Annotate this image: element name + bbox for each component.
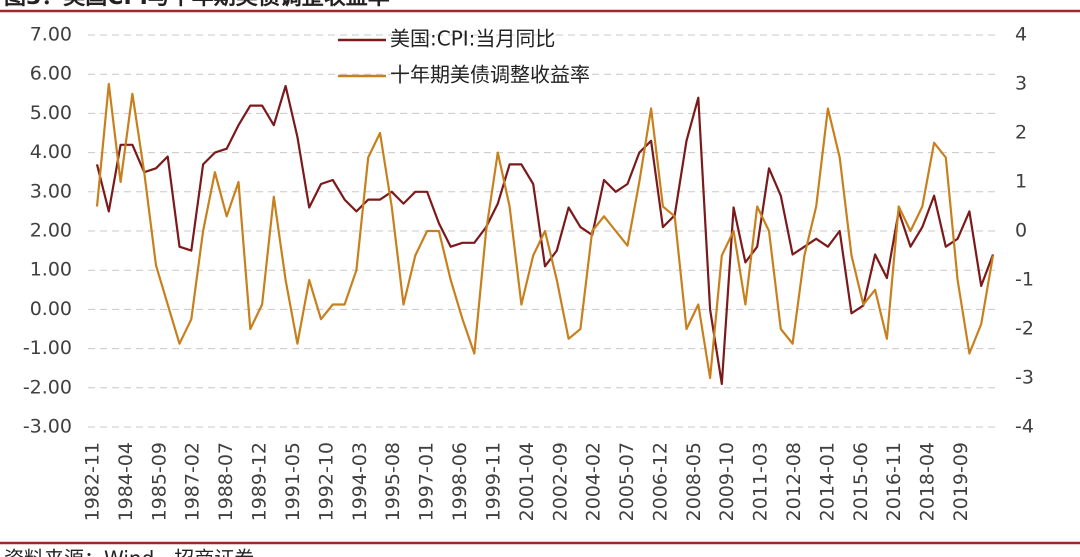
chart-title: 图3：美国CPI与十年期美债调整收益率 — [4, 0, 390, 10]
data-line — [95, 82, 995, 380]
x-tick-label: 1992-10 — [315, 442, 337, 521]
x-tick-label: 1982-11 — [82, 442, 104, 521]
x-tick-label: 2009-10 — [716, 442, 738, 521]
x-tick-label: 1994-03 — [349, 442, 371, 521]
x-tick-label: 2002-09 — [549, 442, 571, 521]
y2-tick-label: -4 — [1015, 416, 1034, 438]
x-tick-label: 2011-03 — [750, 442, 772, 521]
x-tick-label: 2004-02 — [583, 442, 605, 521]
y2-tick-label: 4 — [1015, 24, 1027, 46]
x-tick-label: 1995-08 — [382, 442, 404, 521]
y-tick-label: 4.00 — [30, 141, 72, 163]
x-tick-label: 1991-05 — [282, 442, 304, 521]
x-tick-label: 2014-01 — [816, 442, 838, 521]
x-tick-label: 2012-08 — [783, 442, 805, 521]
y-tick-label: 1.00 — [30, 259, 72, 281]
x-tick-label: 1989-12 — [249, 442, 271, 521]
x-tick-label: 1999-11 — [482, 442, 504, 521]
x-tick-label: 1985-09 — [148, 442, 170, 521]
x-tick-label: 2008-05 — [683, 442, 705, 521]
y2-tick-label: -3 — [1015, 367, 1034, 389]
y-tick-label: -2.00 — [23, 376, 72, 398]
x-tick-label: 2005-07 — [616, 442, 638, 521]
x-tick-label: 1998-06 — [449, 442, 471, 521]
y2-tick-label: -1 — [1015, 269, 1034, 291]
y2-tick-label: 2 — [1015, 122, 1027, 144]
x-tick-label: 2018-04 — [917, 442, 939, 521]
y-tick-label: 2.00 — [30, 220, 72, 242]
y2-tick-label: -2 — [1015, 318, 1034, 340]
y2-tick-label: 0 — [1015, 220, 1027, 242]
y-tick-label: 6.00 — [30, 63, 72, 85]
x-tick-label: 1997-01 — [416, 442, 438, 521]
x-tick-label: 1984-04 — [115, 442, 137, 521]
y2-tick-label: 1 — [1015, 171, 1027, 193]
y2-tick-label: 3 — [1015, 73, 1027, 95]
y-tick-label: -1.00 — [23, 337, 72, 359]
x-tick-label: 1987-02 — [182, 442, 204, 521]
legend-label: 十年期美债调整收益率 — [390, 63, 590, 87]
y-tick-label: 0.00 — [30, 298, 72, 320]
x-tick-label: 2016-11 — [883, 442, 905, 521]
x-tick-label: 1988-07 — [215, 442, 237, 521]
y-tick-label: -3.00 — [23, 416, 72, 438]
x-tick-label: 2019-09 — [950, 442, 972, 521]
x-tick-label: 2006-12 — [650, 442, 672, 521]
y-tick-label: 7.00 — [30, 24, 72, 46]
x-tick-label: 2001-04 — [516, 442, 538, 521]
x-tick-label: 2015-06 — [850, 442, 872, 521]
source-note: 资料来源：Wind，招商证券 — [4, 547, 254, 557]
y-tick-label: 3.00 — [30, 180, 72, 202]
legend-label: 美国:CPI:当月同比 — [390, 27, 555, 51]
y-tick-label: 5.00 — [30, 102, 72, 124]
data-line — [95, 84, 995, 385]
